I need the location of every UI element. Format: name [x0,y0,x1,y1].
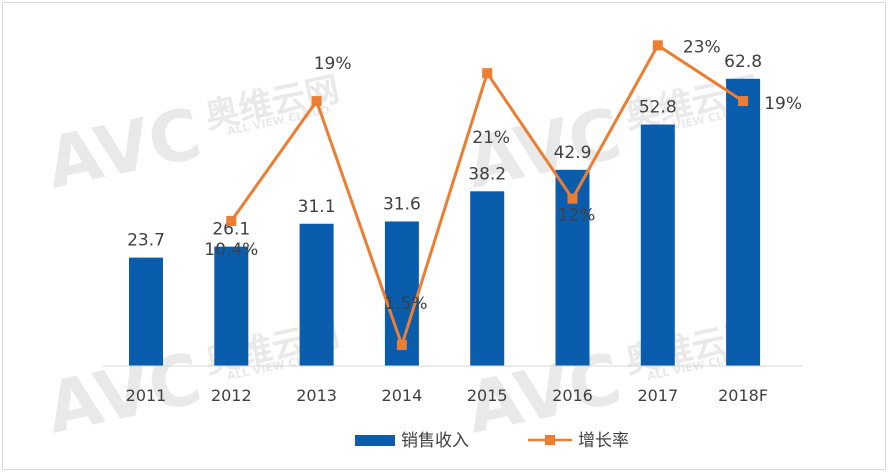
bar-2013 [299,223,334,366]
legend: 销售收入 增长率 [355,431,629,451]
bar-data-labels: 23.7 26.1 31.1 31.6 38.2 42.9 52.8 62.8 [127,52,762,251]
x-tick-labels: 2011 2012 2013 2014 2015 2016 2017 2018F [126,386,768,405]
legend-swatch-sales [355,435,395,446]
legend-label-growth: 增长率 [578,431,629,451]
legend-swatch-growth-marker [545,435,555,445]
growth-label-2018F: 19% [764,94,802,114]
bar-label-2011: 23.7 [127,231,165,251]
growth-marker-2012 [226,215,237,226]
bar-label-2013: 31.1 [298,197,336,217]
sales-growth-chart: AVC 奥维云网 ALL VIEW CLOUD AVC 奥维云网 ALL VIE… [39,37,803,451]
bar-2017 [640,124,675,366]
x-tick-2014: 2014 [382,386,423,405]
bar-label-2014: 31.6 [383,194,421,214]
x-tick-2015: 2015 [467,386,508,405]
line-data-labels: 10.4% 19% 1.5% 21% 12% 23% 19% [204,37,802,314]
growth-marker-2015 [482,68,493,79]
bar-label-2015: 38.2 [468,164,506,184]
growth-marker-2014 [396,340,407,351]
bar-2012 [214,246,249,366]
x-tick-2012: 2012 [211,386,252,405]
growth-marker-2017 [652,40,663,51]
bar-label-2017: 52.8 [639,98,677,118]
bar-label-2016: 42.9 [554,143,592,163]
growth-label-2013: 19% [314,54,352,74]
legend-label-sales: 销售收入 [401,431,469,451]
x-tick-2017: 2017 [637,386,678,405]
line-series [226,40,749,351]
growth-marker-2018F [738,96,749,107]
x-tick-2013: 2013 [296,386,337,405]
chart-frame: AVC 奥维云网 ALL VIEW CLOUD AVC 奥维云网 ALL VIE… [2,2,886,470]
bar-label-2012: 26.1 [212,220,250,240]
growth-marker-2013 [311,96,322,107]
x-tick-2011: 2011 [126,386,167,405]
growth-label-2014: 1.5% [384,294,427,314]
growth-label-2017: 23% [683,37,721,57]
bar-2015 [470,191,505,366]
x-tick-2016: 2016 [552,386,593,405]
growth-marker-2016 [567,193,578,204]
growth-label-2012: 10.4% [204,240,258,260]
growth-label-2015: 21% [472,128,510,148]
growth-label-2016: 12% [558,206,596,226]
watermark-brand-1: AVC [39,92,208,204]
bar-2011 [129,257,163,366]
bar-2018F [726,78,761,366]
bar-label-2018F: 62.8 [724,52,762,72]
watermark-brand-2: AVC [459,92,628,204]
x-tick-2018F: 2018F [718,386,768,405]
watermark-brand-3: AVC [39,337,208,449]
